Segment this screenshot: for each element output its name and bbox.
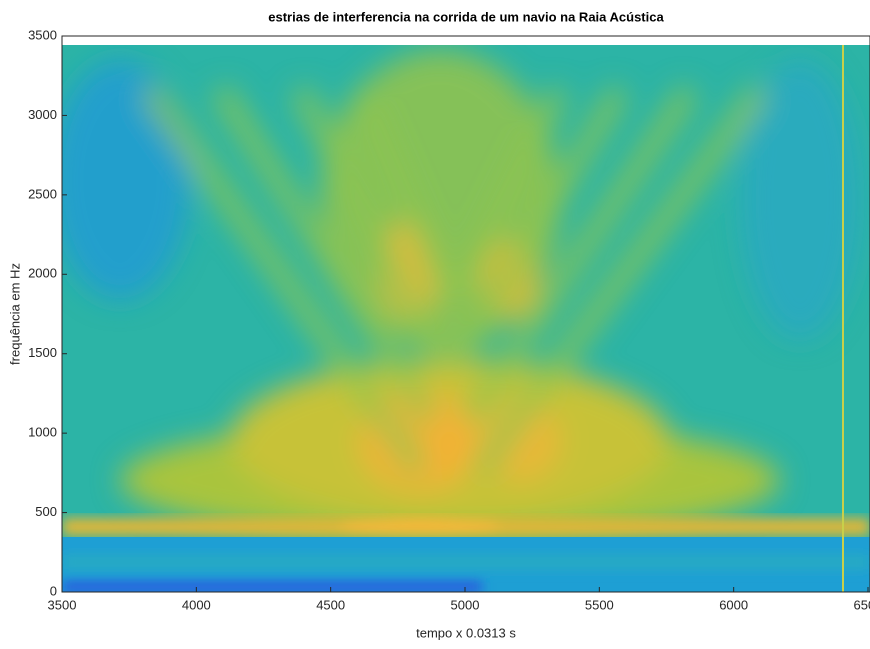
x-tick-label: 6000 bbox=[719, 597, 748, 612]
y-axis-label: frequência em Hz bbox=[7, 263, 22, 365]
x-tick-label: 5500 bbox=[585, 597, 614, 612]
x-tick-label: 5000 bbox=[451, 597, 480, 612]
y-tick-label: 1000 bbox=[28, 425, 57, 440]
y-tick-label: 500 bbox=[35, 504, 57, 519]
x-tick-label: 4000 bbox=[182, 597, 211, 612]
y-tick-label: 3000 bbox=[28, 107, 57, 122]
x-tick-label: 6500 bbox=[854, 597, 870, 612]
heatmap bbox=[50, 45, 870, 592]
chart: estrias de interferencia na corrida de u… bbox=[0, 0, 870, 649]
y-tick-label: 1500 bbox=[28, 345, 57, 360]
x-axis-label: tempo x 0.0313 s bbox=[416, 625, 516, 640]
y-tick-label: 2500 bbox=[28, 186, 57, 201]
y-tick-label: 3500 bbox=[28, 27, 57, 42]
y-tick-label: 2000 bbox=[28, 266, 57, 281]
y-tick-label: 0 bbox=[50, 583, 57, 598]
x-tick-label: 4500 bbox=[316, 597, 345, 612]
x-tick-label: 3500 bbox=[48, 597, 77, 612]
chart-title: estrias de interferencia na corrida de u… bbox=[268, 9, 664, 24]
